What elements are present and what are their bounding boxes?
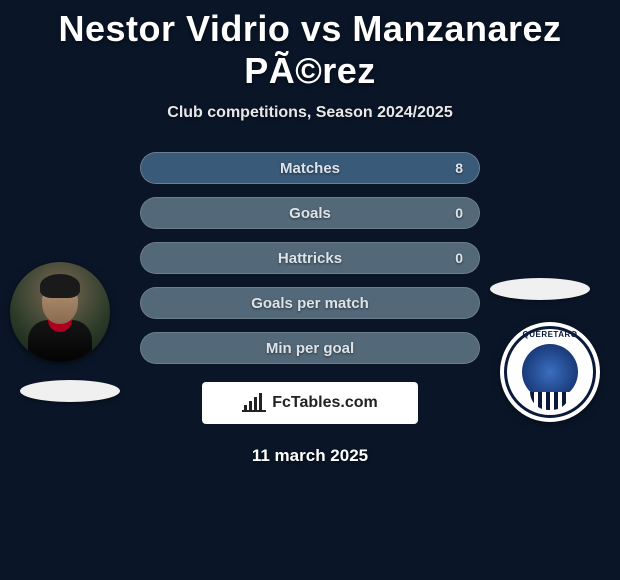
player-left-club-placeholder (20, 380, 120, 402)
player-right-club-crest: QUERETARO (500, 322, 600, 422)
date-text: 11 march 2025 (0, 446, 620, 466)
chart-icon (242, 393, 266, 413)
stat-value-right: 0 (455, 250, 463, 266)
stat-label: Goals (289, 205, 331, 222)
stat-bar: Hattricks 0 (140, 242, 480, 274)
stat-bar: Goals 0 (140, 197, 480, 229)
crest-text: QUERETARO (500, 330, 600, 339)
stat-bar: Goals per match (140, 287, 480, 319)
content-area: QUERETARO Matches8Goals0Hattricks0Goals … (0, 152, 620, 364)
stat-label: Hattricks (278, 250, 342, 267)
brand-text: FcTables.com (272, 394, 378, 412)
stat-bar: Min per goal (140, 332, 480, 364)
stat-value-right: 8 (455, 160, 463, 176)
subtitle: Club competitions, Season 2024/2025 (0, 104, 620, 122)
stat-label: Goals per match (251, 295, 369, 312)
brand-logo[interactable]: FcTables.com (202, 382, 418, 424)
stat-bar: Matches 8 (140, 152, 480, 184)
stat-value-right: 0 (455, 205, 463, 221)
stat-label: Min per goal (266, 340, 354, 357)
stat-label: Matches (280, 160, 340, 177)
stats-list: Matches 8 Goals 0 Hattricks 0 Goals per match M… (140, 152, 480, 364)
player-left-avatar (10, 262, 110, 362)
player-right-avatar-placeholder (490, 278, 590, 300)
page-title: Nestor Vidrio vs Manzanarez PÃ©rez (0, 0, 620, 92)
